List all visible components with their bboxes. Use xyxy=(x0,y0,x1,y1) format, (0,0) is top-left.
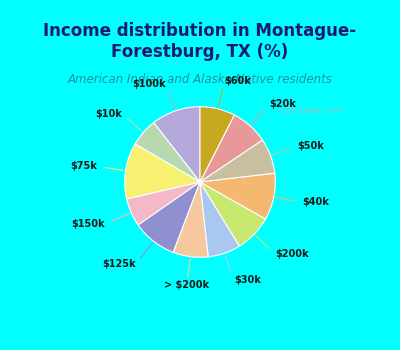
Text: City-Data.com: City-Data.com xyxy=(280,106,344,114)
Wedge shape xyxy=(127,182,200,225)
Text: $20k: $20k xyxy=(269,99,296,109)
Text: $125k: $125k xyxy=(102,259,136,269)
Wedge shape xyxy=(135,122,200,182)
Text: $200k: $200k xyxy=(275,249,308,259)
Text: $150k: $150k xyxy=(72,219,105,229)
Text: $100k: $100k xyxy=(132,79,166,89)
Wedge shape xyxy=(200,182,266,246)
Text: $50k: $50k xyxy=(298,141,324,151)
Wedge shape xyxy=(200,107,234,182)
Text: Income distribution in Montague-
Forestburg, TX (%): Income distribution in Montague- Forestb… xyxy=(44,22,356,61)
Wedge shape xyxy=(154,107,200,182)
Text: $40k: $40k xyxy=(302,197,329,207)
Wedge shape xyxy=(200,173,275,219)
Wedge shape xyxy=(200,115,262,182)
Wedge shape xyxy=(200,140,275,182)
Text: $75k: $75k xyxy=(70,161,97,171)
Wedge shape xyxy=(173,182,208,257)
Wedge shape xyxy=(138,182,200,252)
Wedge shape xyxy=(200,182,240,257)
Text: American Indian and Alaska Native residents: American Indian and Alaska Native reside… xyxy=(68,73,332,86)
Text: $10k: $10k xyxy=(95,108,122,119)
Text: > $200k: > $200k xyxy=(164,280,210,290)
Wedge shape xyxy=(125,144,200,199)
Text: $60k: $60k xyxy=(224,76,251,86)
Text: $30k: $30k xyxy=(234,275,261,285)
